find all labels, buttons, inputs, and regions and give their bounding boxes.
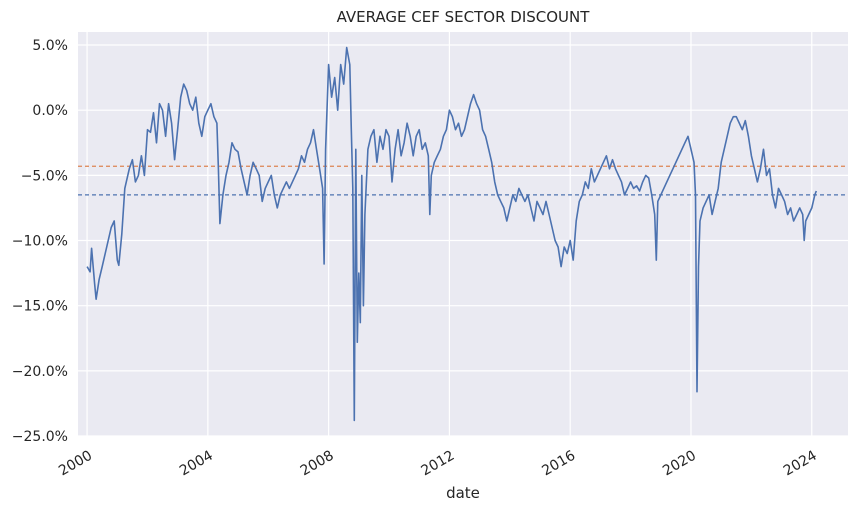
x-axis-label: date xyxy=(446,484,480,502)
series-line xyxy=(86,46,818,422)
y-tick-label: 0.0% xyxy=(32,103,68,119)
y-tick-label: 5.0% xyxy=(32,38,68,54)
series-layer xyxy=(86,46,818,422)
plot-area xyxy=(78,32,848,436)
y-tick-label: −15.0% xyxy=(12,299,68,315)
y-tick-label: −5.0% xyxy=(21,168,68,184)
reference-lines xyxy=(78,165,848,196)
grid-layer xyxy=(78,32,848,437)
y-tick-label: −20.0% xyxy=(12,364,68,380)
chart-title: AVERAGE CEF SECTOR DISCOUNT xyxy=(337,8,591,26)
y-tick-label: −25.0% xyxy=(12,429,68,445)
y-tick-label: −10.0% xyxy=(12,234,68,250)
